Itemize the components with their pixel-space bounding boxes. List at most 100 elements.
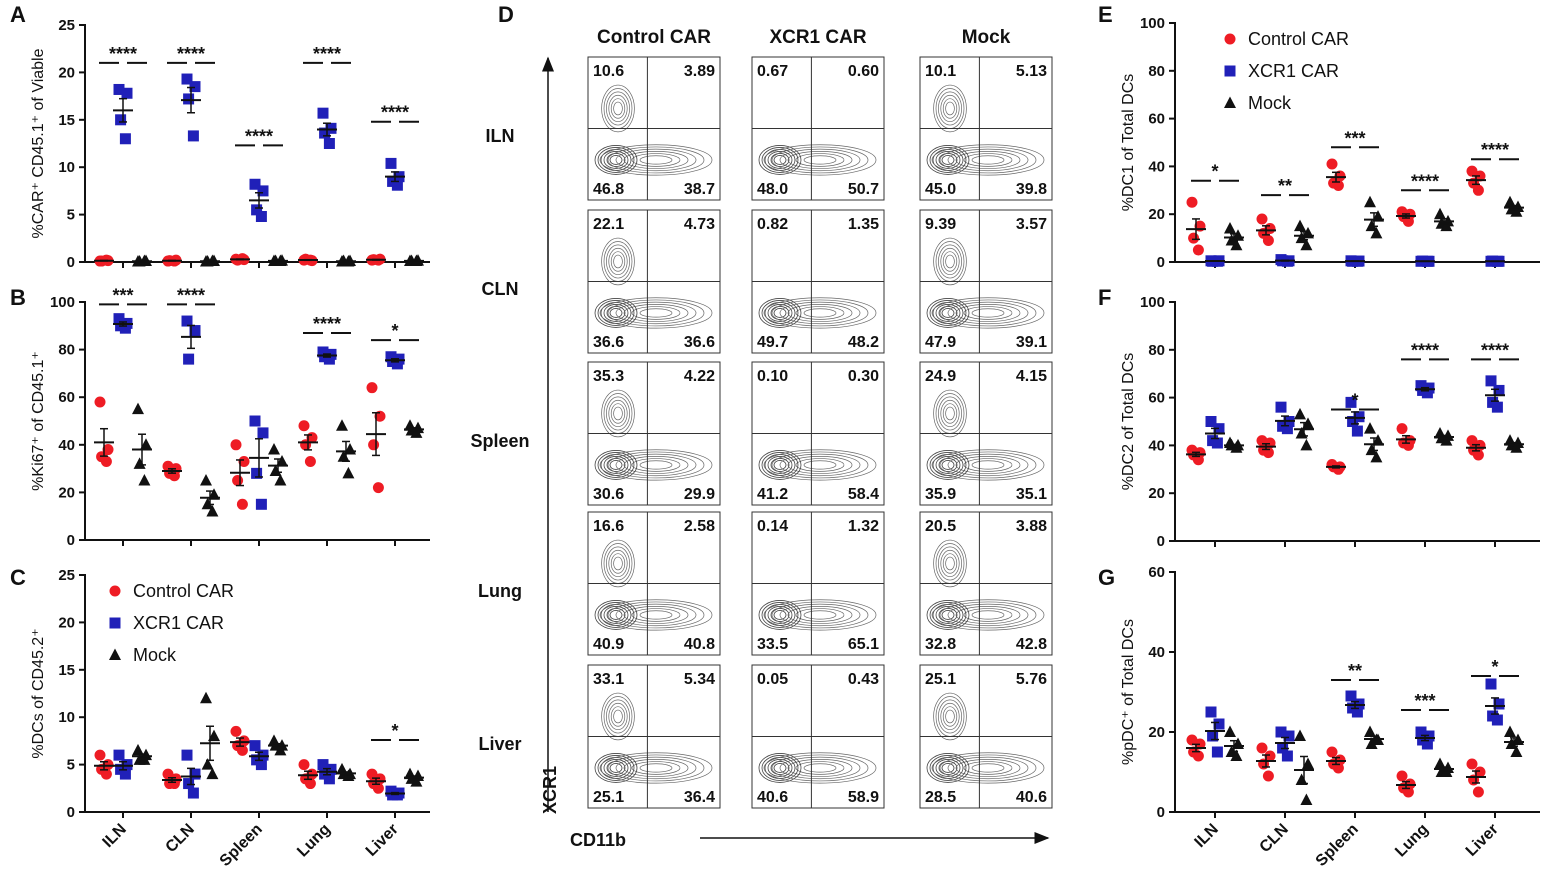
dot <box>298 420 310 432</box>
contour <box>609 763 623 773</box>
contour <box>597 452 635 478</box>
contour <box>938 306 958 320</box>
dot <box>391 358 403 370</box>
quadrant-value: 25.1 <box>925 671 956 688</box>
contour <box>631 306 681 320</box>
quadrant-value: 32.8 <box>925 636 956 653</box>
dot <box>1493 698 1505 710</box>
dot <box>1262 770 1274 782</box>
dot <box>1186 196 1198 208</box>
dot <box>208 729 220 742</box>
contour <box>941 308 955 318</box>
contour <box>971 155 1005 165</box>
dot <box>1491 714 1503 726</box>
contour <box>615 453 697 477</box>
contour <box>963 761 1013 775</box>
dot <box>372 782 384 794</box>
contour <box>929 147 967 173</box>
contour <box>955 456 1021 474</box>
dot <box>298 759 310 771</box>
dot <box>1326 746 1338 758</box>
contour <box>938 91 962 126</box>
legend-label: XCR1 CAR <box>133 613 224 633</box>
legend-label: XCR1 CAR <box>1248 61 1339 81</box>
quadrant-value: 40.6 <box>757 789 788 806</box>
dot <box>304 455 316 467</box>
contour <box>639 155 673 165</box>
dot <box>1493 384 1505 396</box>
dot <box>138 474 151 486</box>
contour <box>613 101 623 116</box>
dot <box>1262 234 1274 246</box>
dot <box>325 122 337 134</box>
dot <box>269 464 282 476</box>
contour <box>639 610 673 620</box>
y-axis-label: %pDC⁺ of Total DCs <box>1120 619 1137 765</box>
quadrant-value: 3.88 <box>1016 518 1047 535</box>
dot <box>1353 411 1365 423</box>
contour <box>779 301 861 325</box>
dot <box>1510 745 1523 757</box>
sig-label: * <box>391 721 398 741</box>
dot <box>1402 439 1414 451</box>
sig-label: **** <box>381 103 409 123</box>
x-tick-label: Liver <box>363 821 402 860</box>
contour <box>770 458 790 472</box>
contour <box>931 449 1045 481</box>
quadrant-value: 48.0 <box>757 181 788 198</box>
contour <box>971 308 1005 318</box>
quadrant-value: 28.5 <box>925 789 956 806</box>
sig-label: **** <box>1411 340 1439 360</box>
contour <box>607 601 705 629</box>
sig-label: **** <box>177 44 205 64</box>
contour <box>606 761 626 775</box>
contour <box>935 606 961 624</box>
y-tick-label: 25 <box>58 567 75 584</box>
contour <box>926 753 970 783</box>
panel-letter: F <box>1098 285 1111 310</box>
sig-label: **** <box>109 44 137 64</box>
quadrant-value: 50.7 <box>848 181 879 198</box>
contour <box>631 608 681 622</box>
contour <box>938 608 958 622</box>
contour <box>763 449 877 481</box>
y-tick-label: 20 <box>58 64 75 81</box>
contour <box>601 237 635 286</box>
contour <box>767 304 793 322</box>
dot <box>391 179 403 191</box>
contour <box>631 761 681 775</box>
contour <box>939 601 1037 629</box>
contour <box>941 155 955 165</box>
contour <box>597 755 635 781</box>
contour <box>971 763 1005 773</box>
y-tick-label: 5 <box>67 207 75 224</box>
quadrant-value: 29.9 <box>684 486 715 503</box>
dot <box>385 157 397 169</box>
dot <box>1415 726 1427 738</box>
dot <box>1347 416 1359 427</box>
dot <box>1351 706 1363 718</box>
contour <box>606 153 626 167</box>
contour <box>971 460 1005 470</box>
dot <box>317 107 329 119</box>
contour <box>763 599 877 631</box>
contour <box>606 458 626 472</box>
contour <box>599 599 713 631</box>
contour <box>609 308 623 318</box>
contour <box>931 599 1045 631</box>
contour <box>929 452 967 478</box>
contour <box>597 602 635 628</box>
contour <box>601 389 635 438</box>
dot <box>113 83 125 95</box>
contour <box>971 610 1005 620</box>
legend-marker <box>109 648 121 660</box>
dot <box>1472 786 1484 798</box>
contour <box>599 144 713 176</box>
sig-label: * <box>1351 391 1358 411</box>
contour <box>938 761 958 775</box>
dot <box>304 778 316 790</box>
contour <box>761 147 799 173</box>
dot <box>1370 226 1383 239</box>
contour <box>758 753 802 783</box>
y-axis-label: %DCs of CD45.2⁺ <box>30 628 47 758</box>
